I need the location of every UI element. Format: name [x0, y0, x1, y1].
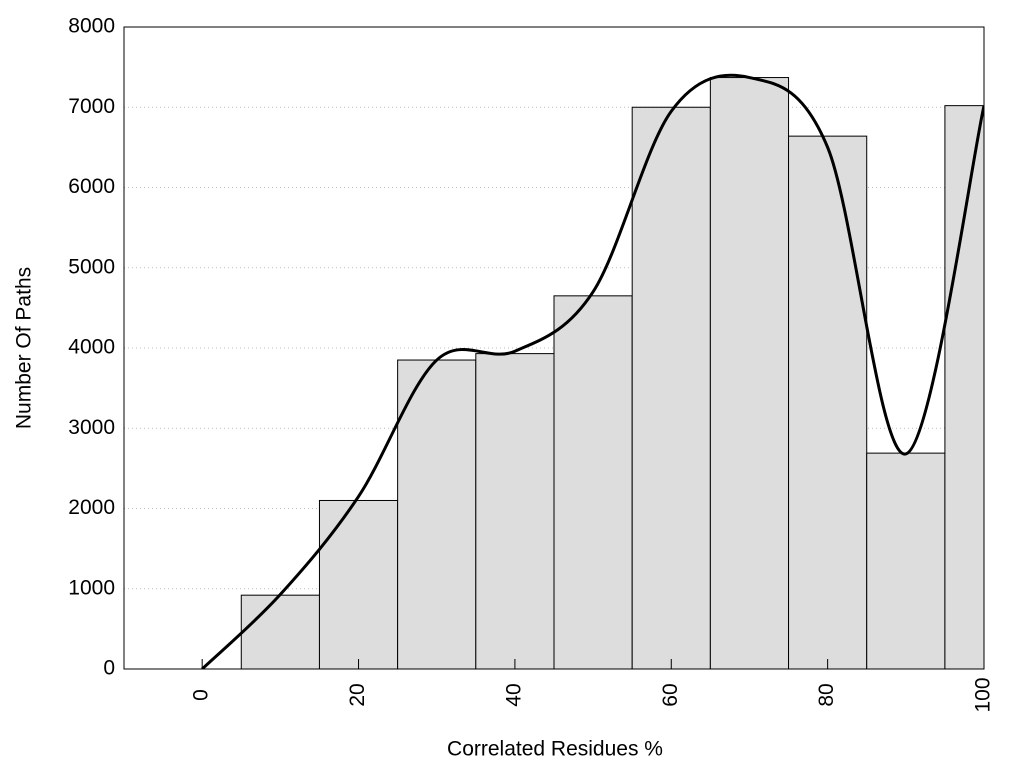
plot-frame [123, 26, 985, 670]
y-tick-label: 5000 [68, 255, 115, 278]
y-tick-label: 0 [103, 657, 115, 680]
x-tick-label: 20 [346, 683, 369, 706]
x-tick-label: 40 [502, 683, 525, 706]
y-tick-label: 1000 [68, 576, 115, 599]
x-axis-label: Correlated Residues % [447, 738, 663, 761]
bar [397, 359, 477, 669]
curve [201, 73, 984, 669]
y-tick-label: 6000 [68, 175, 115, 198]
bar [709, 77, 790, 669]
y-tick-label: 3000 [68, 416, 115, 439]
bar [631, 106, 711, 669]
y-tick-label: 2000 [68, 496, 115, 519]
x-tick-label: 0 [190, 689, 213, 701]
bar [866, 452, 946, 669]
bar [944, 105, 984, 669]
y-tick-label: 8000 [68, 15, 115, 38]
x-tick-label: 60 [659, 683, 682, 706]
bar [318, 499, 399, 669]
y-tick-label: 7000 [68, 95, 115, 118]
bar [240, 594, 320, 669]
bar [475, 353, 555, 669]
y-tick-label: 4000 [68, 336, 115, 359]
bar [553, 295, 633, 669]
plot-area [124, 27, 984, 669]
x-tick-label: 80 [815, 683, 838, 706]
y-axis-label: Number Of Paths [13, 267, 36, 429]
x-tick-label: 100 [972, 677, 995, 712]
bar [788, 135, 868, 669]
